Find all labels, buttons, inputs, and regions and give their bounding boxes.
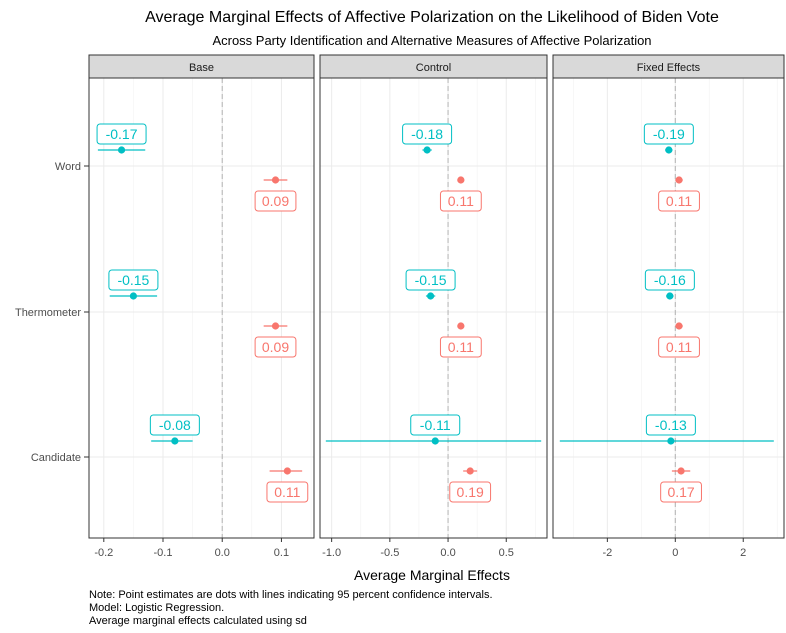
y-tick-label: Word: [55, 161, 81, 173]
data-label: -0.13: [655, 417, 687, 433]
chart-title: Average Marginal Effects of Affective Po…: [145, 9, 719, 26]
x-tick-label: 0.0: [440, 547, 455, 559]
facet-strip-label: Control: [416, 62, 451, 74]
estimate-point: [457, 176, 465, 184]
estimate-point: [667, 437, 675, 445]
estimate-point: [457, 322, 465, 330]
data-label: -0.08: [159, 417, 191, 433]
x-tick-label: 0: [672, 547, 678, 559]
estimate-point: [431, 437, 439, 445]
panel-background: [553, 78, 784, 538]
data-label-box: [645, 414, 696, 436]
data-label: 0.11: [666, 193, 692, 209]
data-label: -0.18: [411, 126, 443, 142]
data-label-box: [439, 336, 482, 358]
x-tick-label: -0.1: [154, 547, 173, 559]
x-tick-label: -2: [602, 547, 612, 559]
data-label-box: [254, 190, 297, 212]
estimate-point: [271, 176, 280, 184]
estimate-point: [423, 146, 431, 154]
panels: Base -0.17 -0.15 -0.08 0.09 0.09 0.11 -0.2 -0.1 0…: [88, 54, 785, 559]
data-label-box: [658, 190, 700, 212]
x-tick-label: -0.5: [380, 547, 399, 559]
data-label: 0.17: [667, 484, 694, 500]
x-axis-title: Average Marginal Effects: [354, 567, 510, 583]
data-label: -0.11: [420, 417, 451, 433]
estimate-point: [675, 322, 683, 330]
x-tick-label: 0.0: [215, 547, 230, 559]
facet-panel: Base -0.17 -0.15 -0.08 0.09 0.09 0.11 -0.2 -0.1 0…: [88, 54, 315, 559]
y-tick-label: Thermometer: [15, 307, 81, 319]
note-line-2: Model: Logistic Regression.: [89, 602, 224, 614]
data-label-box: [439, 190, 482, 212]
data-label: -0.15: [415, 272, 447, 288]
estimate-point: [666, 292, 674, 300]
estimate-point: [675, 176, 683, 184]
facet-panel: Control -0.18 -0.15 -0.11 0.11 0.11 0.19 -1.0 -0…: [319, 54, 548, 559]
data-label-box: [405, 269, 456, 291]
x-tick-label: 2: [740, 547, 746, 559]
data-label: 0.11: [666, 339, 692, 355]
data-label-box: [402, 123, 453, 145]
data-label-box: [108, 269, 159, 291]
data-label: 0.11: [274, 484, 300, 500]
estimate-point: [283, 467, 291, 475]
data-label-box: [266, 481, 309, 503]
x-tick-label: -1.0: [322, 547, 341, 559]
data-label-box: [658, 336, 700, 358]
estimate-point: [129, 292, 138, 300]
data-label-box: [254, 336, 297, 358]
data-label: -0.17: [106, 126, 138, 142]
estimate-point: [117, 146, 126, 154]
data-label-box: [96, 123, 147, 145]
data-label-box: [410, 414, 461, 436]
data-label-box: [643, 123, 694, 145]
data-label-box: [644, 269, 695, 291]
panel-border: [552, 77, 785, 539]
data-label-box: [660, 481, 702, 503]
panel-border: [88, 77, 315, 539]
x-tick-label: 0.1: [274, 547, 289, 559]
data-label: 0.11: [448, 339, 474, 355]
estimate-point: [466, 467, 474, 475]
data-label: -0.16: [654, 272, 686, 288]
facet-panel: Fixed Effects -0.19 -0.16 -0.13 0.11 0.11 0.17…: [552, 54, 785, 559]
data-label: 0.09: [262, 339, 289, 355]
estimate-point: [271, 322, 280, 330]
estimate-point: [677, 467, 685, 475]
data-label: 0.11: [448, 193, 474, 209]
estimate-point: [171, 437, 179, 445]
note-line-3: Average marginal effects calculated usin…: [89, 615, 307, 627]
x-tick-label: -0.2: [94, 547, 113, 559]
panel-background: [89, 78, 314, 538]
panel-background: [320, 78, 547, 538]
y-axis: Word Thermometer Candidate: [15, 161, 89, 464]
data-label: 0.19: [457, 484, 484, 500]
estimate-point: [665, 146, 673, 154]
data-label-box: [449, 481, 492, 503]
data-label-box: [149, 414, 200, 436]
chart-subtitle: Across Party Identification and Alternat…: [212, 33, 651, 48]
data-label: -0.15: [117, 272, 149, 288]
data-label: 0.09: [262, 193, 289, 209]
estimate-point: [426, 292, 435, 300]
y-tick-label: Candidate: [31, 452, 81, 464]
x-tick-label: 0.5: [499, 547, 514, 559]
note-line-1: Note: Point estimates are dots with line…: [89, 589, 493, 601]
facet-strip-label: Fixed Effects: [637, 62, 701, 74]
data-label: -0.19: [653, 126, 685, 142]
facet-strip-label: Base: [189, 62, 214, 74]
panel-border: [319, 77, 548, 539]
